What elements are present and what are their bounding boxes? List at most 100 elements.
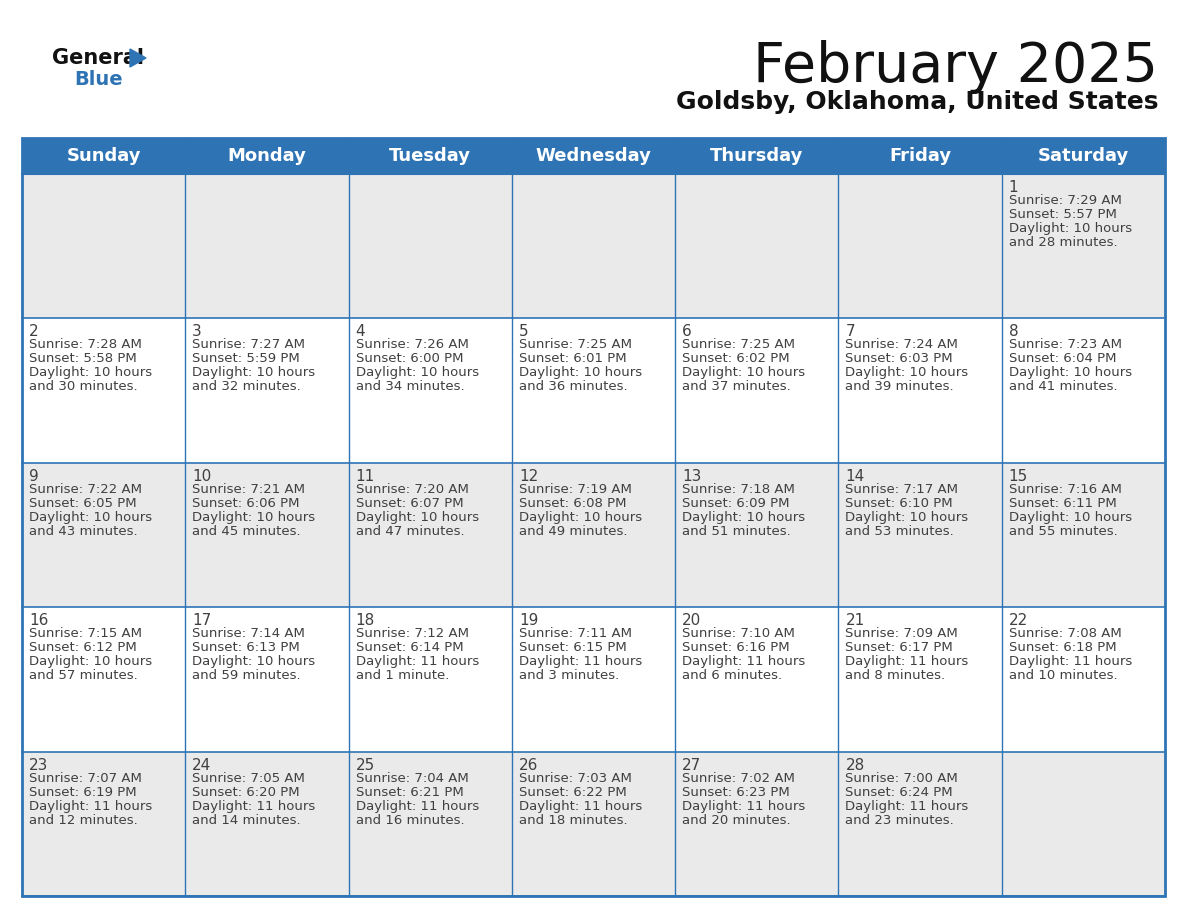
Text: 3: 3 — [192, 324, 202, 340]
Text: 22: 22 — [1009, 613, 1028, 628]
Text: Sunset: 6:03 PM: Sunset: 6:03 PM — [846, 353, 953, 365]
Text: Daylight: 10 hours: Daylight: 10 hours — [519, 510, 642, 524]
Bar — [23, 607, 1165, 752]
Text: Sunset: 6:17 PM: Sunset: 6:17 PM — [846, 641, 953, 655]
Text: Sunrise: 7:09 AM: Sunrise: 7:09 AM — [846, 627, 959, 640]
Text: 2: 2 — [29, 324, 39, 340]
Text: 5: 5 — [519, 324, 529, 340]
Text: Sunrise: 7:10 AM: Sunrise: 7:10 AM — [682, 627, 795, 640]
Text: Sunrise: 7:18 AM: Sunrise: 7:18 AM — [682, 483, 795, 496]
Text: and 1 minute.: and 1 minute. — [355, 669, 449, 682]
Text: and 18 minutes.: and 18 minutes. — [519, 813, 627, 826]
Text: Daylight: 11 hours: Daylight: 11 hours — [682, 800, 805, 812]
Polygon shape — [129, 49, 146, 67]
Text: Sunrise: 7:22 AM: Sunrise: 7:22 AM — [29, 483, 143, 496]
Text: 26: 26 — [519, 757, 538, 773]
Text: and 51 minutes.: and 51 minutes. — [682, 525, 791, 538]
Text: Sunset: 5:58 PM: Sunset: 5:58 PM — [29, 353, 137, 365]
Text: Daylight: 11 hours: Daylight: 11 hours — [355, 800, 479, 812]
Text: Sunrise: 7:16 AM: Sunrise: 7:16 AM — [1009, 483, 1121, 496]
Text: Sunrise: 7:04 AM: Sunrise: 7:04 AM — [355, 772, 468, 785]
Text: and 37 minutes.: and 37 minutes. — [682, 380, 791, 394]
Text: 13: 13 — [682, 469, 702, 484]
Text: Sunrise: 7:00 AM: Sunrise: 7:00 AM — [846, 772, 959, 785]
Text: General: General — [52, 48, 144, 68]
Text: Sunset: 6:21 PM: Sunset: 6:21 PM — [355, 786, 463, 799]
Bar — [23, 463, 1165, 607]
Text: Sunset: 5:57 PM: Sunset: 5:57 PM — [1009, 208, 1117, 221]
Text: and 30 minutes.: and 30 minutes. — [29, 380, 138, 394]
Text: Sunset: 6:24 PM: Sunset: 6:24 PM — [846, 786, 953, 799]
Text: and 10 minutes.: and 10 minutes. — [1009, 669, 1118, 682]
Text: and 28 minutes.: and 28 minutes. — [1009, 236, 1118, 249]
Text: and 23 minutes.: and 23 minutes. — [846, 813, 954, 826]
Text: Sunset: 6:09 PM: Sunset: 6:09 PM — [682, 497, 790, 509]
Text: and 12 minutes.: and 12 minutes. — [29, 813, 138, 826]
Text: and 47 minutes.: and 47 minutes. — [355, 525, 465, 538]
Text: February 2025: February 2025 — [753, 40, 1158, 94]
Text: Sunrise: 7:17 AM: Sunrise: 7:17 AM — [846, 483, 959, 496]
Text: Sunrise: 7:28 AM: Sunrise: 7:28 AM — [29, 339, 141, 352]
Text: 12: 12 — [519, 469, 538, 484]
Text: Sunrise: 7:02 AM: Sunrise: 7:02 AM — [682, 772, 795, 785]
Text: 15: 15 — [1009, 469, 1028, 484]
Text: and 6 minutes.: and 6 minutes. — [682, 669, 782, 682]
Text: Daylight: 10 hours: Daylight: 10 hours — [1009, 366, 1132, 379]
Text: Sunrise: 7:20 AM: Sunrise: 7:20 AM — [355, 483, 468, 496]
Text: Sunset: 6:05 PM: Sunset: 6:05 PM — [29, 497, 137, 509]
Text: Daylight: 10 hours: Daylight: 10 hours — [192, 366, 315, 379]
Text: Sunrise: 7:14 AM: Sunrise: 7:14 AM — [192, 627, 305, 640]
Text: Sunrise: 7:25 AM: Sunrise: 7:25 AM — [682, 339, 795, 352]
Text: Thursday: Thursday — [710, 147, 803, 165]
Text: and 36 minutes.: and 36 minutes. — [519, 380, 627, 394]
Text: 10: 10 — [192, 469, 211, 484]
Text: Sunset: 6:00 PM: Sunset: 6:00 PM — [355, 353, 463, 365]
Text: Sunrise: 7:26 AM: Sunrise: 7:26 AM — [355, 339, 468, 352]
Text: Tuesday: Tuesday — [390, 147, 472, 165]
Text: and 55 minutes.: and 55 minutes. — [1009, 525, 1118, 538]
Text: 24: 24 — [192, 757, 211, 773]
Text: and 3 minutes.: and 3 minutes. — [519, 669, 619, 682]
Text: Sunrise: 7:24 AM: Sunrise: 7:24 AM — [846, 339, 959, 352]
Text: Daylight: 10 hours: Daylight: 10 hours — [192, 510, 315, 524]
Text: Sunset: 6:15 PM: Sunset: 6:15 PM — [519, 641, 626, 655]
Text: 21: 21 — [846, 613, 865, 628]
Text: Sunrise: 7:07 AM: Sunrise: 7:07 AM — [29, 772, 141, 785]
Text: Daylight: 10 hours: Daylight: 10 hours — [1009, 222, 1132, 235]
Text: and 41 minutes.: and 41 minutes. — [1009, 380, 1118, 394]
Text: Sunset: 6:19 PM: Sunset: 6:19 PM — [29, 786, 137, 799]
Text: and 14 minutes.: and 14 minutes. — [192, 813, 301, 826]
Text: Daylight: 10 hours: Daylight: 10 hours — [682, 366, 805, 379]
Text: and 34 minutes.: and 34 minutes. — [355, 380, 465, 394]
Text: 6: 6 — [682, 324, 691, 340]
Text: Daylight: 10 hours: Daylight: 10 hours — [192, 655, 315, 668]
Text: Sunrise: 7:19 AM: Sunrise: 7:19 AM — [519, 483, 632, 496]
Text: Sunset: 6:12 PM: Sunset: 6:12 PM — [29, 641, 137, 655]
Text: Sunset: 6:18 PM: Sunset: 6:18 PM — [1009, 641, 1117, 655]
Text: Daylight: 10 hours: Daylight: 10 hours — [682, 510, 805, 524]
Text: Sunset: 6:13 PM: Sunset: 6:13 PM — [192, 641, 301, 655]
Text: Sunset: 6:11 PM: Sunset: 6:11 PM — [1009, 497, 1117, 509]
Text: Sunrise: 7:23 AM: Sunrise: 7:23 AM — [1009, 339, 1121, 352]
Text: Sunday: Sunday — [67, 147, 141, 165]
Text: Sunset: 6:02 PM: Sunset: 6:02 PM — [682, 353, 790, 365]
Text: Sunrise: 7:11 AM: Sunrise: 7:11 AM — [519, 627, 632, 640]
Bar — [23, 138, 1165, 896]
Text: 27: 27 — [682, 757, 701, 773]
Text: Sunset: 6:08 PM: Sunset: 6:08 PM — [519, 497, 626, 509]
Text: Sunrise: 7:12 AM: Sunrise: 7:12 AM — [355, 627, 468, 640]
Text: Sunrise: 7:08 AM: Sunrise: 7:08 AM — [1009, 627, 1121, 640]
Text: Daylight: 11 hours: Daylight: 11 hours — [682, 655, 805, 668]
Text: Sunset: 6:01 PM: Sunset: 6:01 PM — [519, 353, 626, 365]
Text: Daylight: 11 hours: Daylight: 11 hours — [1009, 655, 1132, 668]
Text: Daylight: 10 hours: Daylight: 10 hours — [29, 510, 152, 524]
Text: Daylight: 10 hours: Daylight: 10 hours — [29, 366, 152, 379]
Text: 23: 23 — [29, 757, 49, 773]
Text: Blue: Blue — [74, 70, 122, 89]
Text: Sunrise: 7:21 AM: Sunrise: 7:21 AM — [192, 483, 305, 496]
Text: Sunrise: 7:27 AM: Sunrise: 7:27 AM — [192, 339, 305, 352]
Text: and 8 minutes.: and 8 minutes. — [846, 669, 946, 682]
Text: 18: 18 — [355, 613, 375, 628]
Bar — [23, 174, 1165, 319]
Text: 16: 16 — [29, 613, 49, 628]
